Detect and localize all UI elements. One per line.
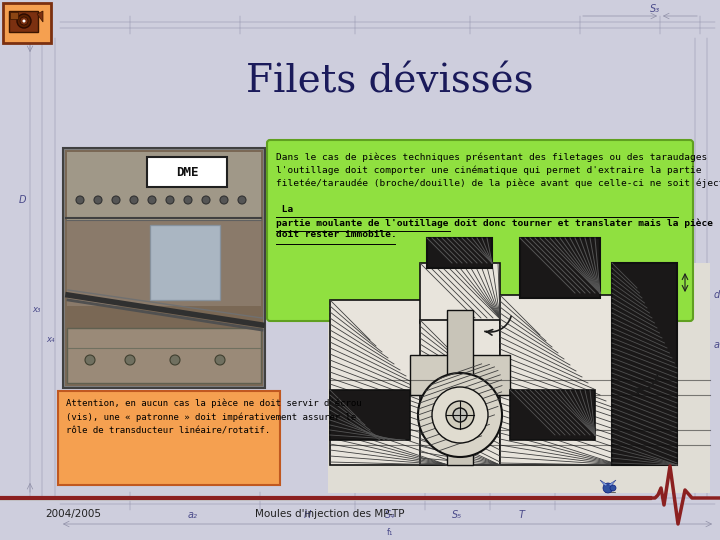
Circle shape — [166, 196, 174, 204]
Text: d: d — [714, 290, 720, 300]
Text: DME: DME — [176, 165, 198, 179]
Circle shape — [85, 355, 95, 365]
FancyBboxPatch shape — [420, 263, 500, 323]
Text: S₅: S₅ — [452, 510, 462, 520]
FancyBboxPatch shape — [447, 310, 473, 465]
Circle shape — [22, 19, 25, 23]
Text: f₁: f₁ — [387, 528, 393, 537]
Text: a₂: a₂ — [188, 510, 198, 520]
Text: D: D — [18, 195, 26, 205]
Circle shape — [125, 355, 135, 365]
FancyBboxPatch shape — [9, 12, 18, 19]
FancyBboxPatch shape — [410, 355, 510, 395]
Circle shape — [418, 373, 502, 457]
Circle shape — [610, 485, 616, 491]
FancyBboxPatch shape — [330, 390, 410, 440]
Text: T: T — [519, 510, 525, 520]
Circle shape — [238, 196, 246, 204]
Polygon shape — [37, 11, 43, 22]
FancyBboxPatch shape — [9, 10, 37, 31]
FancyBboxPatch shape — [67, 221, 261, 306]
FancyBboxPatch shape — [500, 295, 620, 465]
Circle shape — [184, 196, 192, 204]
Text: Moules d'injection des MP-TP: Moules d'injection des MP-TP — [256, 509, 405, 519]
FancyBboxPatch shape — [510, 390, 595, 440]
FancyBboxPatch shape — [427, 238, 492, 268]
Circle shape — [130, 196, 138, 204]
Text: x₃: x₃ — [32, 306, 40, 314]
Circle shape — [215, 355, 225, 365]
Text: Filets dévissés: Filets dévissés — [246, 64, 534, 100]
Text: 2004/2005: 2004/2005 — [45, 509, 101, 519]
Text: doit rester immobile.: doit rester immobile. — [276, 230, 397, 239]
FancyBboxPatch shape — [63, 148, 265, 388]
Circle shape — [446, 401, 474, 429]
FancyBboxPatch shape — [58, 391, 280, 485]
Text: S₄: S₄ — [385, 510, 395, 520]
Circle shape — [20, 17, 28, 25]
Text: Dans le cas de pièces techniques présentant des filetages ou des taraudages
l'ou: Dans le cas de pièces techniques présent… — [276, 152, 720, 188]
Text: x₄: x₄ — [46, 335, 54, 345]
Text: S₃: S₃ — [650, 4, 660, 14]
Circle shape — [220, 196, 228, 204]
Circle shape — [603, 483, 613, 493]
FancyBboxPatch shape — [67, 328, 261, 383]
Polygon shape — [608, 480, 616, 486]
FancyBboxPatch shape — [330, 300, 448, 465]
FancyBboxPatch shape — [328, 263, 710, 493]
Polygon shape — [600, 480, 608, 486]
FancyBboxPatch shape — [67, 152, 261, 232]
FancyBboxPatch shape — [420, 320, 500, 465]
FancyBboxPatch shape — [3, 3, 51, 43]
FancyBboxPatch shape — [267, 140, 693, 321]
FancyBboxPatch shape — [147, 157, 227, 187]
Circle shape — [170, 355, 180, 365]
Circle shape — [17, 14, 31, 28]
Text: Attention, en aucun cas la pièce ne doit servir d'écrou
(vis), une « patronne » : Attention, en aucun cas la pièce ne doit… — [66, 399, 361, 436]
Circle shape — [202, 196, 210, 204]
Text: a: a — [714, 340, 720, 350]
Circle shape — [432, 387, 488, 443]
Circle shape — [76, 196, 84, 204]
FancyBboxPatch shape — [65, 150, 263, 386]
Text: La
partie moulante de l'outillage doit donc tourner et translater mais la pièce: La partie moulante de l'outillage doit d… — [276, 205, 713, 228]
Circle shape — [94, 196, 102, 204]
Circle shape — [148, 196, 156, 204]
Text: H: H — [303, 510, 311, 520]
FancyBboxPatch shape — [520, 238, 600, 298]
FancyBboxPatch shape — [612, 263, 677, 465]
Circle shape — [453, 408, 467, 422]
FancyBboxPatch shape — [150, 225, 220, 300]
Circle shape — [112, 196, 120, 204]
